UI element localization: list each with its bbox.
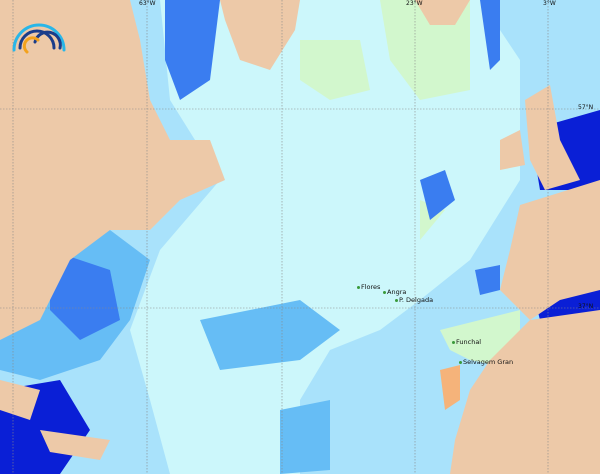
port-marker-icon [452, 340, 455, 344]
land-british-isles [500, 85, 580, 190]
port-label: P. Delgada [399, 296, 434, 304]
land-north-america [0, 0, 225, 340]
sea-zone-mid-south [200, 300, 340, 474]
sea-zone-orange [440, 365, 460, 410]
land-greenland [220, 0, 300, 70]
port-label: Selvagem Gran [463, 358, 514, 366]
port-marker-icon [357, 285, 360, 289]
wave-arcs-logo [12, 23, 66, 54]
land-iceland [415, 0, 470, 25]
sea-zone-blue-west [50, 250, 120, 340]
lon-label-63w: 63°W [139, 0, 156, 7]
land-caribbean [0, 380, 110, 460]
port-ponta-delgada[interactable]: P. Delgada [395, 296, 433, 304]
port-marker-icon [459, 360, 462, 364]
port-selvagem-grande[interactable]: Selvagem Gran [459, 358, 513, 366]
port-label: Angra [387, 288, 407, 296]
lat-label-57n: 57°N [578, 104, 594, 111]
port-marker-icon [383, 290, 386, 294]
port-flores[interactable]: Flores [357, 283, 380, 291]
port-label: Flores [361, 283, 381, 291]
sea-zone-blue-east [420, 0, 500, 295]
sea-zone-labrador [165, 0, 220, 100]
land-africa [450, 310, 600, 474]
lon-label-3w: 3°W [543, 0, 556, 7]
sea-zone-green-north [300, 0, 470, 240]
lat-label-37n: 37°N [578, 303, 594, 310]
port-funchal[interactable]: Funchal [452, 338, 481, 346]
lon-label-23w: 23°W [406, 0, 423, 7]
port-label: Funchal [456, 338, 482, 346]
land-iberia-europe [500, 180, 600, 320]
port-angra[interactable]: Angra [383, 288, 406, 296]
port-marker-icon [395, 298, 398, 302]
